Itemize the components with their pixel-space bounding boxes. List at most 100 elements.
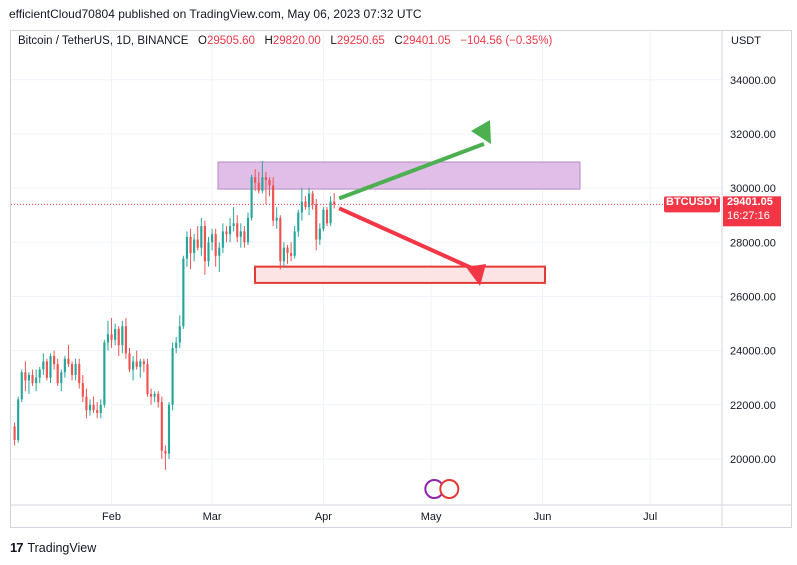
low-label: L xyxy=(330,35,337,47)
candle-body xyxy=(45,361,48,378)
candle-body xyxy=(300,201,303,213)
footer-brand[interactable]: 17 TradingView xyxy=(10,540,96,555)
candle-body xyxy=(160,402,163,451)
candle-body xyxy=(70,364,74,375)
y-tick-label: 34000.00 xyxy=(730,75,776,87)
candle-body xyxy=(67,358,70,365)
x-tick-label: Mar xyxy=(203,511,222,523)
candle-body xyxy=(264,177,268,180)
candle-body xyxy=(117,328,120,346)
candle-body xyxy=(49,356,52,378)
candle-body xyxy=(189,236,192,254)
candle-body xyxy=(225,231,228,235)
candle-body xyxy=(24,372,27,381)
price-tag-price: 29401.05 xyxy=(727,196,773,208)
candle-body xyxy=(17,399,20,440)
candle-body xyxy=(200,226,203,248)
candle-body xyxy=(99,404,102,413)
candle-body xyxy=(246,217,250,243)
candle-body xyxy=(92,404,95,411)
candle-body xyxy=(211,234,214,243)
open-value: 29505.60 xyxy=(206,35,255,47)
candle-body xyxy=(164,450,167,454)
candle-body xyxy=(329,201,332,224)
candle-body xyxy=(171,347,174,405)
bullish-arrow-line xyxy=(338,142,485,201)
x-tick-label: Jun xyxy=(534,511,552,523)
candle-body xyxy=(88,404,92,411)
candle-body xyxy=(20,372,23,400)
x-tick-label: Feb xyxy=(102,511,121,523)
candle-body xyxy=(53,356,56,365)
candle-body xyxy=(196,239,199,248)
candle-body xyxy=(239,231,242,237)
candle-body xyxy=(257,182,260,191)
candle-body xyxy=(297,212,300,232)
bullish-arrow-head xyxy=(471,120,491,144)
candle-body xyxy=(318,228,321,240)
candle-body xyxy=(207,242,210,262)
candle-body xyxy=(31,374,34,384)
candle-body xyxy=(149,393,153,397)
symbol-label[interactable]: Bitcoin / TetherUS, 1D, BINANCE xyxy=(18,35,189,47)
candle-body xyxy=(103,342,106,405)
candle-body xyxy=(56,364,59,384)
candle-body xyxy=(268,179,271,186)
candle-body xyxy=(290,253,293,256)
low-value: 29250.65 xyxy=(336,35,385,47)
price-tag-symbol: BTCUSDT xyxy=(666,196,719,208)
candle-body xyxy=(27,374,31,381)
candle-body xyxy=(282,247,285,262)
candle-body xyxy=(63,358,66,373)
candle-body xyxy=(315,204,318,240)
candle-body xyxy=(175,342,178,348)
candle-body xyxy=(157,393,160,403)
bearish-arrow-head xyxy=(466,264,486,286)
open-label: O xyxy=(198,35,207,47)
candle-body xyxy=(106,334,110,343)
close-value: 29401.05 xyxy=(402,35,451,47)
candle-body xyxy=(182,258,185,327)
close-label: C xyxy=(394,35,403,47)
candle-body xyxy=(254,177,257,183)
candle-body xyxy=(132,361,135,370)
candle-body xyxy=(146,364,149,394)
candle-body xyxy=(218,247,221,256)
y-tick-label: 22000.00 xyxy=(730,400,776,412)
candle-body xyxy=(243,231,246,243)
price-tag-countdown: 16:27:16 xyxy=(727,210,770,222)
currency-label[interactable]: USDT xyxy=(731,35,761,47)
candle-body xyxy=(272,185,275,221)
footer-brand-label: TradingView xyxy=(27,540,97,555)
candle-body xyxy=(96,410,99,413)
candle-body xyxy=(121,326,124,346)
publisher-line: efficientCloud70804 published on Trading… xyxy=(9,7,422,21)
y-tick-label: 32000.00 xyxy=(730,129,776,141)
candle-body xyxy=(139,361,142,367)
candle-body xyxy=(85,396,88,411)
support-zone xyxy=(254,265,546,284)
price-tag-bg xyxy=(723,196,781,227)
candle-body xyxy=(142,361,145,365)
candle-body xyxy=(236,223,239,237)
candle-body xyxy=(135,361,138,367)
candle-body xyxy=(333,201,336,205)
flag-event-icon xyxy=(439,479,460,499)
candle-body xyxy=(35,377,38,384)
candle-body xyxy=(250,177,253,218)
ohlc-legend: Bitcoin / TetherUS, 1D, BINANCE O29505.6… xyxy=(18,35,552,47)
x-tick-label: Jul xyxy=(643,511,657,523)
candle-body xyxy=(110,334,113,340)
y-tick-label: 30000.00 xyxy=(730,183,776,195)
candle-body xyxy=(261,177,264,191)
tradingview-logo-icon: 17 xyxy=(10,540,24,555)
candle-body xyxy=(78,364,81,384)
candle-body xyxy=(232,223,235,227)
candle-body xyxy=(322,209,325,229)
high-label: H xyxy=(264,35,273,47)
candle-body xyxy=(293,231,296,256)
change-value: −104.56 (−0.35%) xyxy=(460,35,553,47)
candle-body xyxy=(13,426,16,440)
candle-body xyxy=(153,393,156,397)
